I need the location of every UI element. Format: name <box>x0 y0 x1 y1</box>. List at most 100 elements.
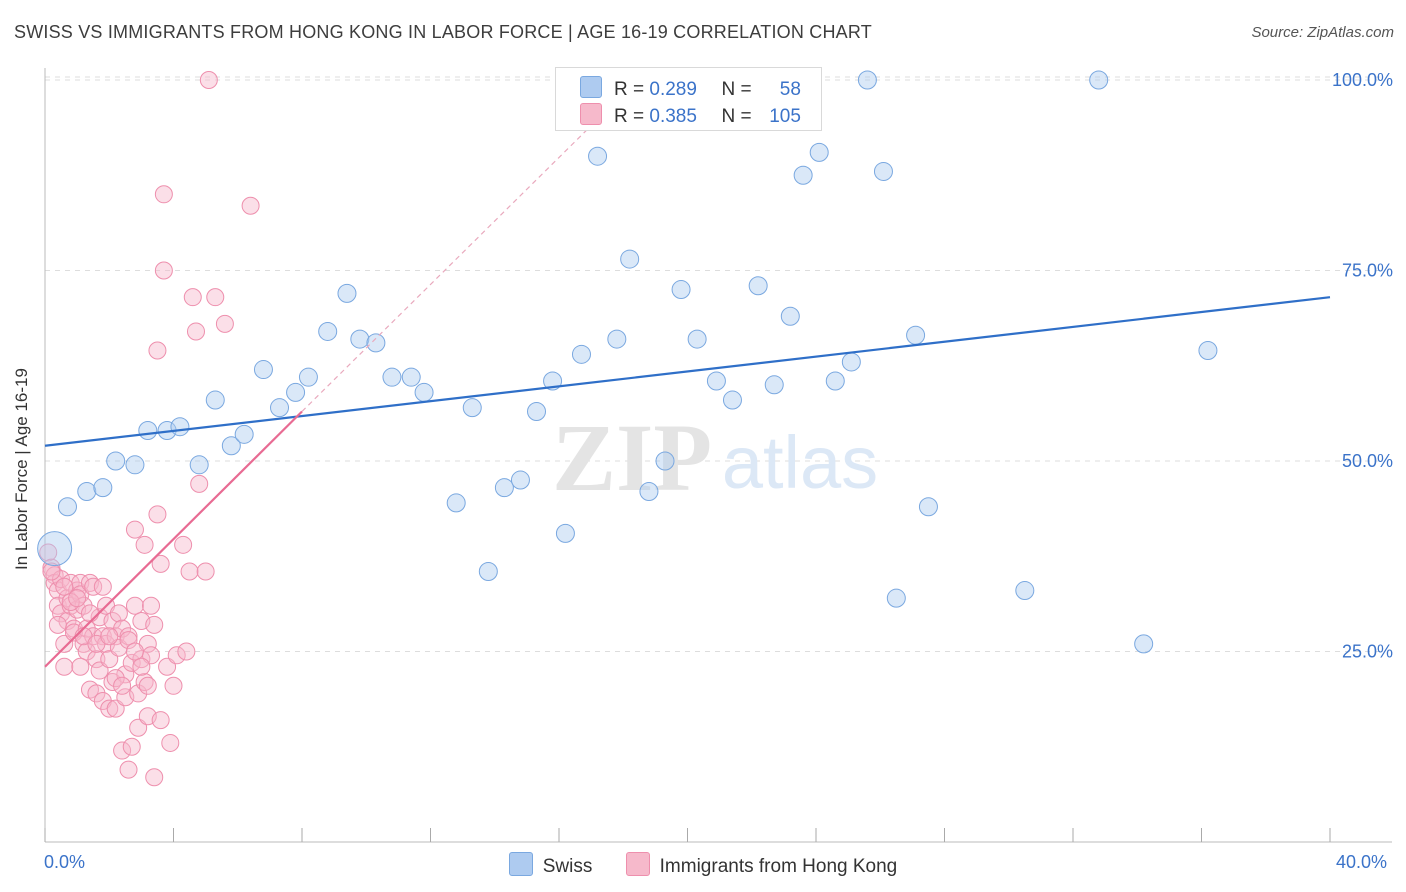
swiss-point-5 <box>125 455 145 475</box>
swiss-point-10 <box>205 390 225 410</box>
hk-point-42 <box>109 604 128 623</box>
stats-legend: R = 0.289 N = 58 R = 0.385 N = 105 <box>555 67 822 131</box>
hk-point-45 <box>113 741 132 760</box>
hk-point-83 <box>199 71 218 89</box>
swiss-point-24 <box>446 493 466 513</box>
swiss-point-31 <box>555 523 575 543</box>
hk-point-9 <box>55 657 74 676</box>
swiss-point-40 <box>706 371 726 391</box>
hk-point-80 <box>186 322 205 341</box>
hk-point-50 <box>122 653 141 672</box>
hk-point-62 <box>142 596 161 615</box>
hk-n-label: N = <box>721 106 752 127</box>
swiss-point-26 <box>478 561 498 581</box>
hk-trend-line <box>44 410 303 668</box>
swiss-trend-line <box>44 296 1331 447</box>
swiss-point-21 <box>382 367 402 387</box>
hk-point-86 <box>241 196 260 215</box>
legend-row-swiss: R = 0.289 N = 58 <box>580 76 801 101</box>
swiss-point-1 <box>57 497 77 517</box>
y-tick-label-0: 25.0% <box>1342 642 1393 662</box>
swiss-point-25 <box>462 398 482 418</box>
swiss-point-17 <box>318 321 338 341</box>
hk-point-95 <box>93 577 112 596</box>
hk-point-101 <box>132 657 151 676</box>
hk-point-87 <box>42 562 61 581</box>
series-legend: Swiss Immigrants from Hong Kong <box>0 852 1406 878</box>
legend-row-hk: R = 0.385 N = 105 <box>580 103 801 128</box>
hk-point-58 <box>135 535 154 554</box>
hk-point-64 <box>145 615 164 634</box>
y-tick-label-1: 50.0% <box>1342 451 1393 471</box>
swiss-point-16 <box>298 367 318 387</box>
swiss-r-label: R = <box>614 79 645 100</box>
swiss-point-47 <box>825 371 845 391</box>
hk-point-99 <box>119 631 138 650</box>
hk-point-46 <box>116 665 135 684</box>
hk-point-74 <box>164 676 183 695</box>
hk-point-82 <box>196 562 215 581</box>
hk-r-label: R = <box>614 106 645 127</box>
hk-point-84 <box>206 288 225 307</box>
hk-point-0 <box>39 543 58 562</box>
y-tick-label-3: 100.0% <box>1332 70 1393 90</box>
swiss-point-33 <box>588 146 608 166</box>
hk-point-23 <box>77 642 96 661</box>
swiss-point-39 <box>687 329 707 349</box>
swiss-point-56 <box>1134 634 1154 654</box>
swiss-point-18 <box>337 283 357 303</box>
hk-point-29 <box>87 650 106 669</box>
swiss-point-57 <box>1198 341 1218 361</box>
hk-trend-extension <box>301 125 592 412</box>
hk-r-value: 0.385 <box>649 106 697 127</box>
hk-point-91 <box>68 589 87 608</box>
swiss-point-37 <box>655 451 675 471</box>
swiss-point-54 <box>1015 581 1035 601</box>
hk-point-79 <box>183 288 202 307</box>
legend-swiss-swatch <box>508 852 533 876</box>
watermark-zip: ZIP <box>552 404 712 511</box>
swiss-point-38 <box>671 280 691 300</box>
hk-point-38 <box>103 612 122 631</box>
swiss-point-34 <box>607 329 627 349</box>
legend-item-hk: Immigrants from Hong Kong <box>625 852 897 878</box>
hk-point-77 <box>177 642 196 661</box>
swiss-point-35 <box>620 249 640 269</box>
swiss-point-32 <box>571 344 591 364</box>
swiss-point-52 <box>906 325 926 345</box>
swiss-point-45 <box>793 165 813 185</box>
swiss-point-22 <box>401 367 421 387</box>
hk-point-78 <box>180 562 199 581</box>
swiss-n-value: 58 <box>779 79 801 100</box>
hk-point-67 <box>148 341 167 360</box>
swiss-point-29 <box>527 401 547 421</box>
hk-swatch <box>580 103 602 125</box>
hk-point-76 <box>174 535 193 554</box>
hk-point-96 <box>100 627 119 646</box>
source-label: Source: ZipAtlas.com <box>1251 24 1394 41</box>
swiss-point-14 <box>270 398 290 418</box>
swiss-point-53 <box>918 497 938 517</box>
hk-point-28 <box>87 684 106 703</box>
swiss-point-3 <box>93 478 113 498</box>
legend-hk-swatch <box>625 852 650 876</box>
hk-point-103 <box>71 657 90 676</box>
x-tick-min: 0.0% <box>44 852 86 872</box>
watermark-atlas: atlas <box>722 421 878 504</box>
axes <box>44 68 1392 843</box>
hk-point-71 <box>154 261 173 280</box>
hk-point-51 <box>122 737 141 756</box>
hk-point-53 <box>125 596 144 615</box>
swiss-point-15 <box>286 382 306 402</box>
hk-point-65 <box>145 768 164 787</box>
hk-point-85 <box>215 314 234 333</box>
hk-n-value: 105 <box>769 106 801 127</box>
swiss-point-20 <box>366 333 386 353</box>
swiss-point-19 <box>350 329 370 349</box>
swiss-point-36 <box>639 481 659 501</box>
swiss-point-13 <box>253 360 273 380</box>
hk-point-89 <box>55 577 74 596</box>
hk-point-36 <box>100 699 119 718</box>
y-tick-label-2: 75.0% <box>1342 261 1393 281</box>
